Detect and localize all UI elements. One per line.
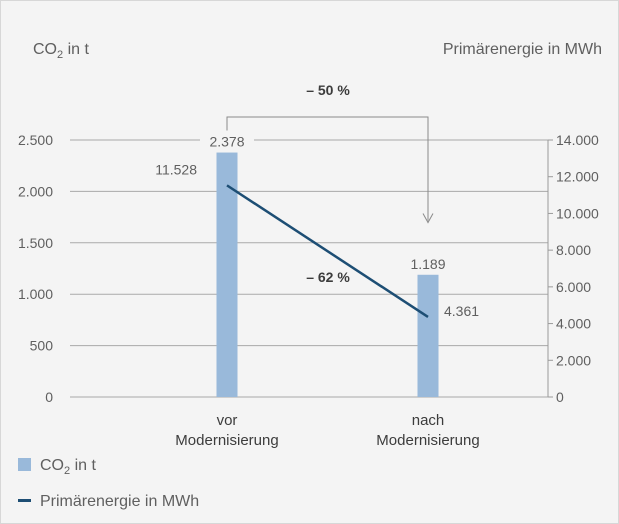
legend-label-co2: CO2 in t xyxy=(40,457,96,477)
energy-change-annotation: – 62 % xyxy=(306,269,350,285)
right-tick-label: 6.000 xyxy=(556,279,591,295)
left-tick-label: 1.500 xyxy=(18,235,53,251)
legend-swatch-co2 xyxy=(18,458,31,471)
bar-label-bg xyxy=(401,254,455,272)
left-axis-title: CO2 in t xyxy=(33,41,89,61)
right-axis-title: Primärenergie in MWh xyxy=(443,41,602,58)
legend-swatch-energy xyxy=(18,499,31,502)
bar-co2 xyxy=(417,274,439,397)
left-tick-label: 0 xyxy=(45,389,53,405)
line-value-label: 4.361 xyxy=(444,303,479,319)
legend: CO2 in t Primärenergie in MWh xyxy=(18,457,199,510)
bar-value-label: 1.189 xyxy=(410,256,445,272)
bar-value-label: 2.378 xyxy=(209,134,244,150)
co2-change-annotation: – 50 % xyxy=(306,82,350,98)
left-tick-label: 2.000 xyxy=(18,183,53,199)
left-tick-label: 2.500 xyxy=(18,132,53,148)
line-value-label: 11.528 xyxy=(155,161,197,177)
right-tick-label: 8.000 xyxy=(556,242,591,258)
left-tick-label: 500 xyxy=(30,338,54,354)
right-tick-label: 0 xyxy=(556,389,564,405)
bar-label-bg xyxy=(200,132,254,150)
change-bracket xyxy=(226,116,429,221)
category-label: Modernisierung xyxy=(376,432,479,449)
right-tick-label: 10.000 xyxy=(556,205,599,221)
right-tick-label: 14.000 xyxy=(556,132,599,148)
right-tick-label: 2.000 xyxy=(556,352,591,368)
line-primary-energy xyxy=(226,184,429,318)
right-tick-label: 12.000 xyxy=(556,169,599,185)
bracket-arrow xyxy=(422,213,434,224)
left-tick-label: 1.000 xyxy=(18,286,53,302)
right-tick-label: 4.000 xyxy=(556,316,591,332)
category-label: vor xyxy=(217,412,238,429)
bar-co2 xyxy=(216,152,238,397)
legend-label-energy: Primärenergie in MWh xyxy=(40,493,199,510)
category-label: Modernisierung xyxy=(175,432,278,449)
category-label: nach xyxy=(412,412,445,429)
